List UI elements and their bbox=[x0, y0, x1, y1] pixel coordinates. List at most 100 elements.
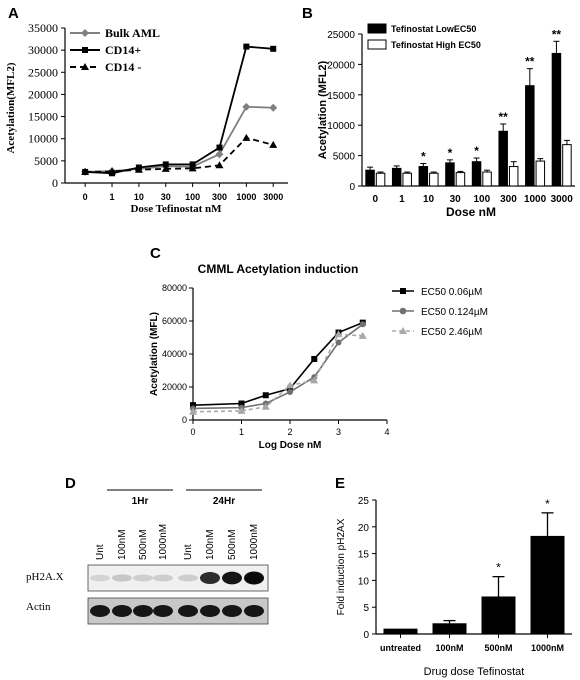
chart-a-series-2-point bbox=[162, 161, 169, 168]
western-blot: 1Hr 24Hr pH2A.X Actin Unt 100nM 500nM 1000n… bbox=[26, 489, 269, 625]
chart-a-series-2-point bbox=[216, 144, 223, 151]
chart-a-legend-marker-1 bbox=[81, 29, 89, 37]
chart-a-series-2-point bbox=[243, 43, 250, 50]
chart-b-legend-swatch-2 bbox=[367, 39, 387, 50]
chart-c: CMML Acetylation induction Acetylation (… bbox=[149, 262, 488, 451]
chart-b-bar-1 bbox=[391, 167, 402, 187]
chart-b-x-tick-label: 1000 bbox=[524, 194, 547, 205]
chart-a-y-tick-label: 20000 bbox=[28, 87, 58, 101]
chart-b-bar-2 bbox=[562, 144, 572, 187]
blot-band-ph2ax bbox=[222, 571, 242, 585]
chart-c-legend-label-3: EC50 2.46µM bbox=[421, 327, 482, 338]
chart-c-x-tick-label: 1 bbox=[239, 427, 244, 437]
blot-band-ph2ax bbox=[112, 574, 132, 582]
chart-b-bar-1 bbox=[471, 161, 482, 187]
chart-a-series-1-point bbox=[269, 103, 278, 112]
blot-lane-label: 500nM bbox=[227, 529, 238, 560]
chart-a-series-3-point bbox=[269, 140, 278, 148]
chart-c-series-1-point bbox=[238, 400, 245, 407]
chart-a-x-tick-label: 3000 bbox=[263, 192, 283, 202]
chart-c-x-label: Log Dose nM bbox=[259, 440, 322, 451]
chart-a-x-tick-label: 1 bbox=[110, 192, 115, 202]
chart-a-y-tick-label: 15000 bbox=[28, 110, 58, 124]
chart-b: Acetylation (MFL2) Dose nM Tefinostat Lo… bbox=[317, 23, 575, 219]
chart-b-bar-1 bbox=[498, 130, 508, 187]
blot-band-actin bbox=[90, 605, 110, 617]
chart-b-y-tick-label: 5000 bbox=[333, 152, 356, 163]
chart-a-x-tick-label: 100 bbox=[185, 192, 200, 202]
chart-e-bar bbox=[383, 628, 418, 634]
blot-band-ph2ax bbox=[133, 574, 153, 582]
chart-c-series-3-point bbox=[286, 381, 294, 389]
chart-a-y-tick-label: 30000 bbox=[28, 43, 58, 57]
chart-b-significance: * bbox=[474, 144, 479, 158]
blot-lane-label: 500nM bbox=[138, 529, 149, 560]
chart-c-y-tick-label: 60000 bbox=[162, 316, 187, 326]
chart-a-series-3-point bbox=[81, 167, 90, 175]
chart-a-y-label: Acetylation(MFL2) bbox=[5, 62, 17, 153]
blot-lane-label: Unt bbox=[95, 544, 106, 560]
chart-e-x-tick-label: 500nM bbox=[484, 643, 512, 653]
chart-b-bar-2 bbox=[455, 172, 466, 187]
chart-a-x-tick-label: 30 bbox=[161, 192, 171, 202]
chart-c-series-3-point bbox=[334, 330, 343, 338]
chart-b-y-tick-label: 25000 bbox=[327, 30, 355, 41]
blot-band-ph2ax bbox=[178, 574, 198, 582]
chart-a-legend-label-2: CD14+ bbox=[105, 43, 141, 57]
chart-c-legend-marker-3 bbox=[399, 327, 407, 334]
chart-e-bar bbox=[432, 623, 467, 634]
chart-b-y-tick-label: 15000 bbox=[327, 91, 355, 102]
chart-b-significance: * bbox=[421, 150, 426, 164]
chart-a-series-1-point bbox=[242, 102, 251, 111]
chart-b-x-tick-label: 0 bbox=[373, 194, 379, 205]
chart-b-x-tick-label: 100 bbox=[473, 194, 490, 205]
blot-band-actin bbox=[200, 605, 220, 617]
chart-c-series-2-point bbox=[287, 388, 293, 395]
blot-group-label-24hr: 24Hr bbox=[213, 496, 235, 507]
chart-e-x-label: Drug dose Tefinostat bbox=[424, 666, 525, 678]
blot-row-label-actin: Actin bbox=[26, 601, 51, 613]
chart-c-y-tick-label: 0 bbox=[182, 415, 187, 425]
blot-row-label-ph2ax: pH2A.X bbox=[26, 571, 64, 583]
chart-e-y-tick-label: 10 bbox=[358, 576, 370, 587]
chart-e-y-tick-label: 20 bbox=[358, 523, 370, 534]
chart-b-bar-2 bbox=[482, 171, 492, 187]
chart-b-y-tick-label: 10000 bbox=[327, 121, 355, 132]
chart-b-legend-label-1: Tefinostat LowEC50 bbox=[391, 24, 476, 34]
chart-a-x-tick-label: 300 bbox=[212, 192, 227, 202]
blot-lane-label: 100nM bbox=[205, 529, 216, 560]
chart-a-legend-label-3: CD14 - bbox=[105, 60, 141, 74]
chart-e-bar bbox=[530, 535, 565, 634]
chart-b-y-tick-label: 20000 bbox=[327, 60, 355, 71]
chart-c-series-1-point bbox=[190, 402, 196, 409]
chart-c-series-2-point bbox=[335, 339, 342, 346]
chart-b-x-tick-label: 30 bbox=[450, 194, 462, 205]
chart-a-series-3-point bbox=[161, 164, 170, 172]
chart-b-bar-1 bbox=[365, 169, 375, 187]
chart-a-series-3-point bbox=[188, 164, 197, 172]
blot-band-actin bbox=[112, 605, 132, 617]
chart-e-y-tick-label: 5 bbox=[363, 603, 369, 614]
chart-a-y-tick-label: 35000 bbox=[28, 21, 58, 35]
panel-letter-a: A bbox=[8, 5, 19, 22]
chart-b-y-label: Acetylation (MFL2) bbox=[317, 60, 329, 159]
chart-c-legend-label-1: EC50 0.06µM bbox=[421, 287, 482, 298]
chart-b-bar-1 bbox=[551, 52, 562, 187]
chart-a-x-tick-label: 1000 bbox=[236, 192, 256, 202]
chart-c-series-1-point bbox=[311, 355, 318, 362]
chart-b-bar-2 bbox=[402, 172, 412, 187]
chart-b-significance: ** bbox=[552, 27, 562, 41]
chart-a-y-tick-label: 25000 bbox=[28, 65, 58, 79]
chart-a: Acetylation(MFL2) Dose Tefinostat nM Bul… bbox=[5, 21, 288, 215]
chart-c-series-3-point bbox=[358, 331, 367, 339]
blot-band-ph2ax bbox=[153, 574, 173, 582]
chart-c-y-tick-label: 40000 bbox=[162, 349, 187, 359]
chart-a-x-label: Dose Tefinostat nM bbox=[130, 203, 222, 215]
chart-e-y-label: Fold induction pH2AX bbox=[336, 518, 347, 615]
chart-c-series-2-point bbox=[359, 321, 366, 328]
chart-c-series-1-point bbox=[287, 385, 293, 392]
chart-a-series-2-point bbox=[270, 45, 277, 52]
blot-lane-label: 1000nM bbox=[249, 524, 260, 560]
chart-c-series-3-point bbox=[310, 376, 319, 384]
chart-a-series-3-point bbox=[108, 167, 117, 175]
